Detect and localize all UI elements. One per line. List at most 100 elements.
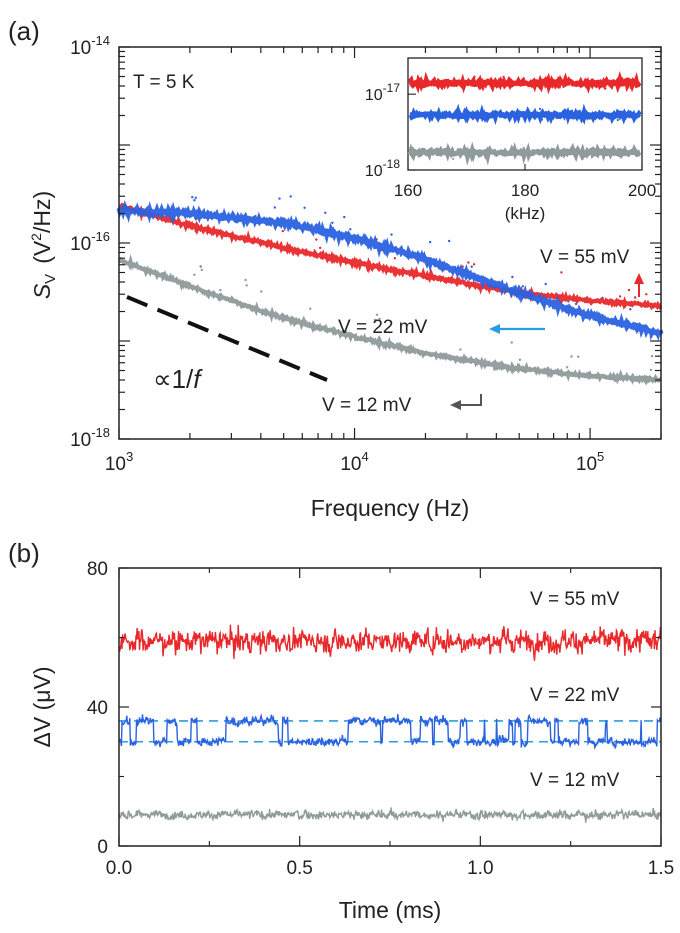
temperature-annotation: T = 5 K <box>133 72 195 93</box>
series-point <box>472 263 476 266</box>
series-point <box>618 295 622 298</box>
series-point <box>459 348 462 351</box>
panel-b-series <box>118 624 662 823</box>
series-point <box>627 288 631 292</box>
inset-series-point <box>522 146 525 150</box>
y-tick-label: 10-16 <box>70 229 110 255</box>
x-tick-label: 103 <box>105 449 133 475</box>
series-point <box>194 196 197 199</box>
series-point <box>273 206 276 209</box>
series-point <box>309 307 312 310</box>
y-tick-label: 80 <box>87 559 108 580</box>
x-axis-label-a: Frequency (Hz) <box>311 495 469 521</box>
panel-b: (b) 0.0 0.5 1.0 1.5 0 40 80 V = 55 mV V = 22 m… <box>8 538 674 923</box>
series-point <box>577 355 580 358</box>
inset-ticks: 160 180 200 10-17 10-18 <box>365 81 656 200</box>
x-tick-label: 104 <box>340 449 368 475</box>
panel-a: (a) 103 104 105 10-18 10-16 10-14 T = 5 K ∝1/… <box>8 16 664 521</box>
inset-series-line <box>408 103 642 126</box>
series-point <box>331 221 334 224</box>
y-tick-label: 10-18 <box>70 425 110 451</box>
inset-series <box>407 70 642 166</box>
series-point <box>193 199 196 202</box>
label-22mv-b: V = 22 mV <box>530 685 620 706</box>
inset-series-point <box>490 116 493 119</box>
trace-v22mv <box>118 713 662 750</box>
series-point <box>319 246 322 250</box>
panel-a-label: (a) <box>8 16 40 46</box>
x-tick-label: 105 <box>576 449 604 475</box>
one-over-f-symbol: ∝1/ <box>153 364 194 394</box>
series-point <box>470 265 473 268</box>
one-over-f-italic: f <box>193 364 203 394</box>
series-point <box>199 265 203 268</box>
label-12mv-b: V = 12 mV <box>530 770 620 791</box>
inset-series-point <box>604 87 607 90</box>
inset-series-point <box>630 83 633 86</box>
trace-v12mv <box>118 807 662 823</box>
inset-series-point <box>584 78 587 81</box>
x-tick-label: 0.5 <box>286 858 312 879</box>
inset-chart: 160 180 200 10-17 10-18 (kHz) <box>365 57 656 223</box>
inset-series-point <box>500 114 503 118</box>
annotation-12mv: V = 12 mV <box>322 395 412 416</box>
inset-series-point <box>601 110 604 113</box>
series-v22mv-a <box>116 195 664 341</box>
series-point <box>467 261 470 264</box>
series-v12mv-a <box>117 253 662 386</box>
series-point <box>544 282 547 286</box>
panel-b-ticks: 0.0 0.5 1.0 1.5 0 40 80 <box>87 559 674 879</box>
inset-series-line <box>407 141 642 166</box>
series-point <box>393 257 397 260</box>
series-point <box>649 368 652 372</box>
inset-series-point <box>581 119 584 122</box>
y-axis-label-b: ΔV (μV) <box>29 666 55 747</box>
series-point <box>245 284 248 287</box>
inset-series-point <box>622 80 625 83</box>
x-tick-label: 0.0 <box>106 858 132 879</box>
series-point <box>633 296 637 299</box>
arrow-left-down-icon <box>450 394 482 410</box>
series-point <box>650 354 654 358</box>
inset-series-point <box>613 154 616 157</box>
inset-series-point <box>452 157 455 160</box>
inset-series-line <box>408 70 642 95</box>
x-axis-label-b: Time (ms) <box>339 897 442 923</box>
series-line <box>117 253 662 386</box>
inset-series-point <box>527 109 530 112</box>
y-axis-label-a: SV(V2/Hz) <box>28 191 59 299</box>
inset-series-point <box>424 114 427 117</box>
one-over-f-guide-line <box>126 295 328 382</box>
inset-y-tick-label: 10-18 <box>365 157 400 180</box>
one-over-f-label: ∝1/f <box>153 364 203 394</box>
series-line <box>118 202 663 311</box>
inset-series-point <box>482 149 485 153</box>
series-point <box>374 319 377 322</box>
inset-series-point <box>475 150 478 153</box>
inset-series-point <box>483 81 486 85</box>
series-point <box>570 355 573 358</box>
x-tick-label: 1.0 <box>467 858 493 879</box>
series-point <box>375 313 379 316</box>
inset-series-point <box>473 75 476 78</box>
y-tick-label: 10-14 <box>70 33 110 59</box>
inset-series-point <box>439 149 442 152</box>
series-point <box>518 358 522 361</box>
y-tick-label: 0 <box>97 837 108 858</box>
inset-series-point <box>553 115 556 118</box>
inset-series-point <box>502 75 505 78</box>
annotation-22mv: V = 22 mV <box>338 317 428 338</box>
series-point <box>428 240 432 244</box>
inset-series-point <box>575 148 578 151</box>
inset-series-point <box>450 84 453 87</box>
inset-series-point <box>606 78 609 81</box>
inset-y-tick-label: 10-17 <box>365 81 400 104</box>
inset-series-point <box>538 107 542 110</box>
series-point <box>511 275 514 279</box>
series-point <box>303 206 306 209</box>
series-point <box>349 228 352 231</box>
series-point <box>565 366 569 369</box>
series-point <box>447 239 451 243</box>
arrow-left-icon <box>489 324 545 334</box>
series-point <box>629 308 632 311</box>
